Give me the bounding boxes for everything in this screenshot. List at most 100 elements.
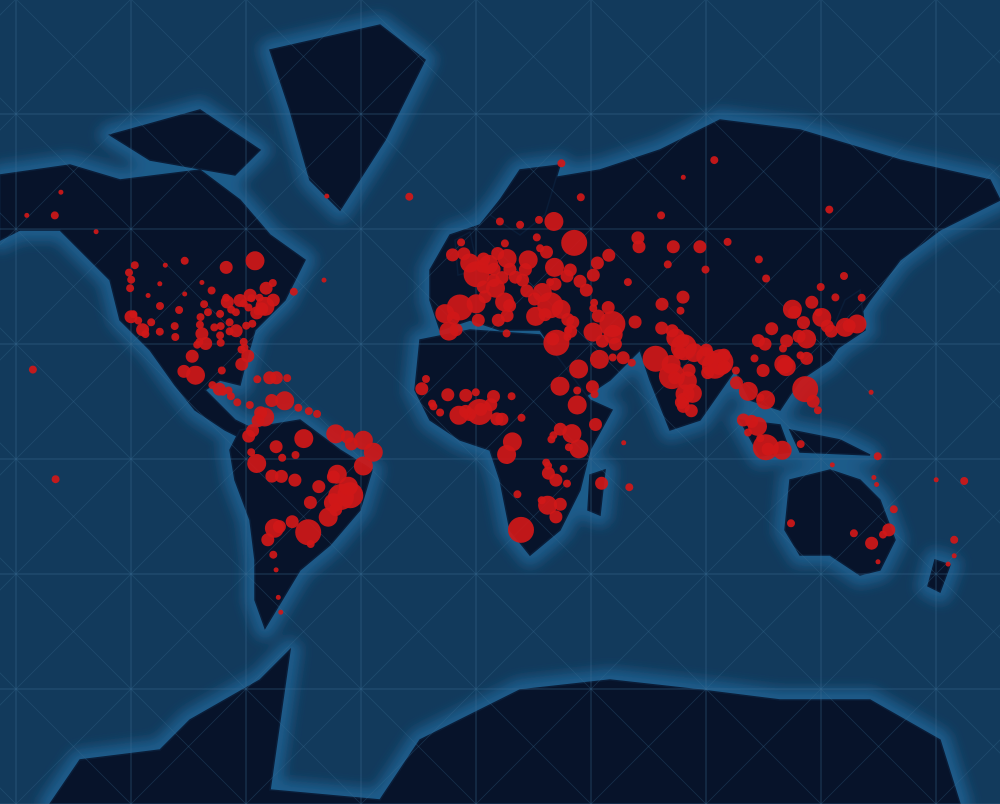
point-marker[interactable] [569,359,589,379]
point-marker[interactable] [536,244,545,253]
point-marker[interactable] [532,233,541,242]
point-marker[interactable] [762,274,771,283]
point-marker[interactable] [441,388,455,402]
point-marker[interactable] [288,473,302,487]
point-marker[interactable] [486,278,505,298]
point-marker[interactable] [820,319,834,333]
point-marker[interactable] [621,440,627,446]
point-marker[interactable] [668,371,682,385]
point-marker[interactable] [321,277,327,283]
point-marker[interactable] [222,293,231,302]
point-marker[interactable] [723,237,732,246]
point-marker[interactable] [170,322,179,331]
point-marker[interactable] [873,452,882,461]
point-marker[interactable] [243,288,257,302]
point-marker[interactable] [557,159,566,168]
point-marker[interactable] [171,333,180,341]
point-marker[interactable] [874,482,880,487]
point-marker[interactable] [274,469,288,483]
point-marker[interactable] [231,308,240,317]
point-marker[interactable] [329,503,343,517]
point-marker[interactable] [497,445,517,464]
point-marker[interactable] [814,308,823,317]
point-marker[interactable] [792,329,806,343]
point-marker[interactable] [796,440,805,449]
point-marker[interactable] [237,345,246,354]
point-marker[interactable] [680,174,686,180]
point-marker[interactable] [405,192,414,201]
point-marker[interactable] [508,516,534,543]
point-marker[interactable] [677,371,697,391]
point-marker[interactable] [269,550,278,559]
point-marker[interactable] [225,318,234,327]
point-marker[interactable] [145,293,151,298]
point-marker[interactable] [842,319,856,333]
point-marker[interactable] [268,279,277,287]
point-marker[interactable] [502,329,511,338]
point-marker[interactable] [537,496,546,505]
point-marker[interactable] [665,324,679,338]
point-marker[interactable] [289,287,298,296]
point-marker[interactable] [507,392,516,401]
point-marker[interactable] [242,321,251,330]
point-marker[interactable] [601,301,615,314]
point-marker[interactable] [865,536,879,550]
point-marker[interactable] [831,293,840,302]
point-marker[interactable] [730,376,743,390]
point-marker[interactable] [676,334,690,348]
point-marker[interactable] [162,262,168,268]
point-marker[interactable] [676,306,685,315]
point-marker[interactable] [765,322,779,336]
point-marker[interactable] [857,293,866,302]
point-marker[interactable] [564,443,573,452]
point-marker[interactable] [616,351,630,365]
point-marker[interactable] [535,215,543,224]
point-marker[interactable] [595,476,609,490]
point-marker[interactable] [589,304,598,313]
point-marker[interactable] [261,533,275,547]
point-marker[interactable] [207,286,216,295]
point-marker[interactable] [422,375,430,383]
point-marker[interactable] [655,297,669,311]
point-marker[interactable] [585,380,599,394]
point-marker[interactable] [177,364,191,378]
point-marker[interactable] [436,408,445,417]
point-marker[interactable] [340,430,354,444]
point-marker[interactable] [130,261,139,270]
point-marker[interactable] [186,365,205,385]
point-marker[interactable] [294,403,303,412]
point-marker[interactable] [446,311,460,325]
point-marker[interactable] [563,479,571,488]
point-marker[interactable] [549,510,563,524]
point-marker[interactable] [156,302,164,310]
point-marker[interactable] [623,278,632,287]
point-marker[interactable] [816,283,825,291]
point-marker[interactable] [829,462,835,468]
point-marker[interactable] [157,281,163,287]
point-marker[interactable] [788,305,802,319]
point-marker[interactable] [487,390,500,403]
point-marker[interactable] [550,376,570,396]
point-marker[interactable] [631,231,645,245]
point-marker[interactable] [751,334,765,348]
point-marker[interactable] [796,351,805,360]
point-marker[interactable] [200,300,209,309]
point-marker[interactable] [326,470,340,484]
point-marker[interactable] [225,327,234,336]
point-marker[interactable] [129,310,138,319]
point-marker[interactable] [562,424,582,444]
point-marker[interactable] [517,413,526,422]
point-marker[interactable] [545,257,564,277]
point-marker[interactable] [265,394,279,407]
point-marker[interactable] [591,309,605,323]
point-marker[interactable] [840,272,848,280]
point-marker[interactable] [736,413,750,427]
point-marker[interactable] [210,323,219,332]
point-marker[interactable] [549,473,563,487]
point-marker[interactable] [774,354,794,374]
point-marker[interactable] [93,229,99,235]
point-marker[interactable] [491,247,505,260]
point-marker[interactable] [255,293,264,302]
point-marker[interactable] [950,535,959,544]
point-marker[interactable] [879,530,887,539]
